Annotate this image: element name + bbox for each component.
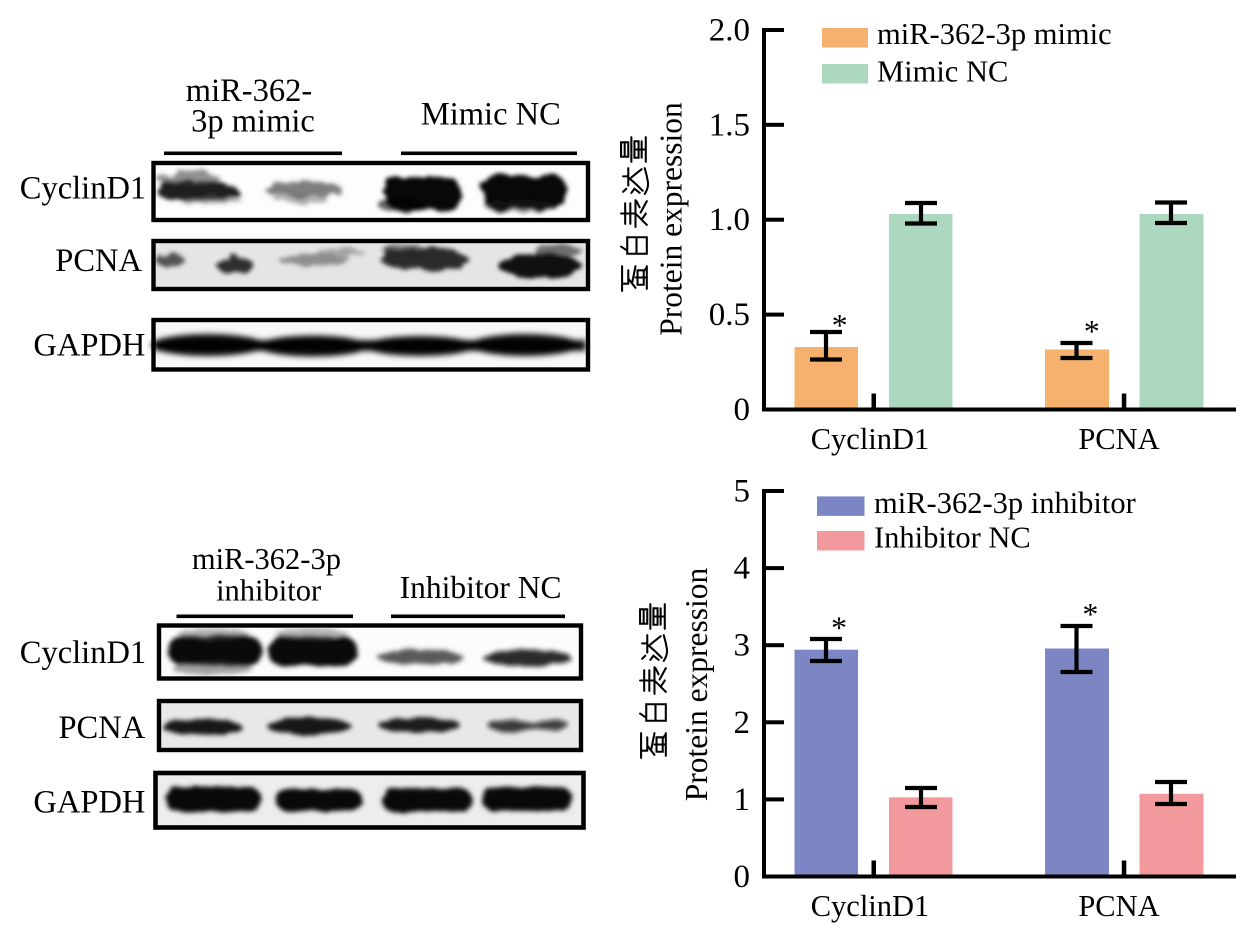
- svg-text:miR-362-3p mimic: miR-362-3p mimic: [877, 17, 1112, 51]
- svg-text:*: *: [832, 307, 848, 343]
- svg-text:GAPDH: GAPDH: [33, 328, 145, 364]
- svg-text:Inhibitor NC: Inhibitor NC: [400, 570, 562, 605]
- svg-text:CyclinD1: CyclinD1: [20, 171, 146, 207]
- svg-text:3p mimic: 3p mimic: [191, 104, 315, 140]
- svg-text:CyclinD1: CyclinD1: [811, 422, 930, 456]
- svg-text:Inhibitor NC: Inhibitor NC: [874, 521, 1031, 555]
- svg-text:0: 0: [734, 859, 751, 895]
- svg-text:Protein expression: Protein expression: [679, 567, 714, 801]
- svg-text:GAPDH: GAPDH: [33, 785, 145, 821]
- svg-text:CyclinD1: CyclinD1: [811, 889, 930, 923]
- svg-text:PCNA: PCNA: [1078, 889, 1159, 923]
- svg-text:Mimic NC: Mimic NC: [421, 97, 561, 133]
- svg-text:inhibitor: inhibitor: [216, 574, 321, 608]
- svg-text:0.5: 0.5: [709, 297, 750, 333]
- svg-text:PCNA: PCNA: [55, 243, 142, 279]
- svg-text:*: *: [1084, 313, 1100, 349]
- svg-text:1.5: 1.5: [709, 107, 750, 143]
- svg-text:2: 2: [734, 705, 751, 741]
- svg-text:1.0: 1.0: [709, 202, 750, 238]
- svg-text:4: 4: [734, 551, 751, 587]
- svg-text:0: 0: [734, 392, 751, 428]
- svg-text:miR-362-: miR-362-: [186, 73, 312, 109]
- svg-text:*: *: [831, 610, 847, 646]
- svg-text:PCNA: PCNA: [1078, 422, 1159, 456]
- svg-text:*: *: [1082, 596, 1098, 632]
- svg-text:1: 1: [734, 782, 751, 818]
- svg-text:miR-362-3p inhibitor: miR-362-3p inhibitor: [874, 486, 1136, 520]
- svg-text:5: 5: [734, 474, 751, 510]
- svg-text:3: 3: [734, 628, 751, 664]
- svg-text:2.0: 2.0: [709, 13, 750, 49]
- svg-text:PCNA: PCNA: [58, 710, 145, 746]
- svg-text:Protein expression: Protein expression: [654, 102, 689, 336]
- svg-text:CyclinD1: CyclinD1: [20, 635, 146, 671]
- svg-text:miR-362-3p: miR-362-3p: [192, 542, 341, 576]
- svg-text:Mimic NC: Mimic NC: [877, 55, 1008, 89]
